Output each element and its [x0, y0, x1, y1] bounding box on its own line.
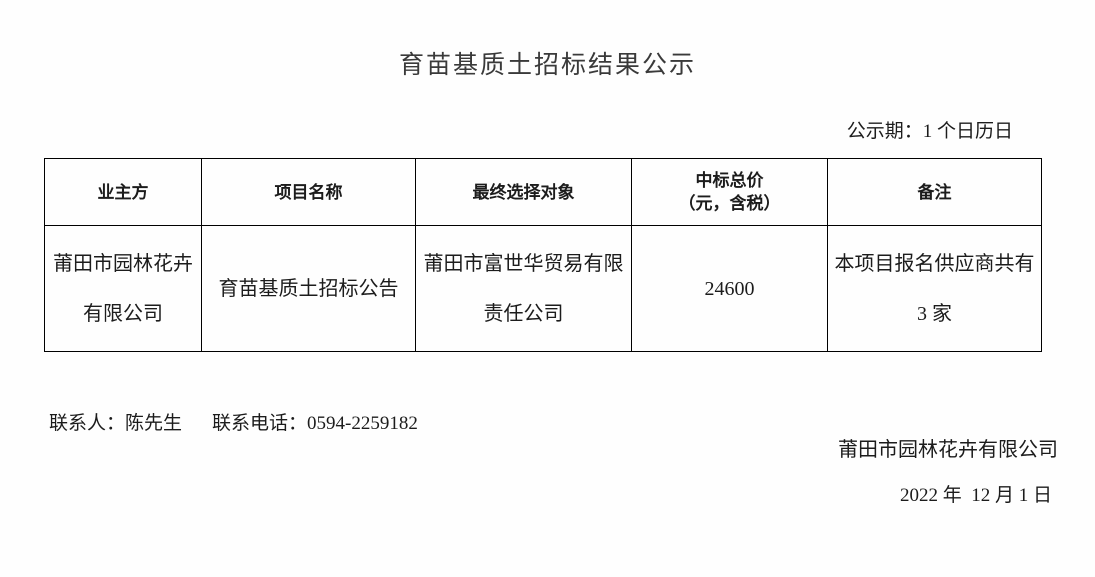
cell-owner: 莆田市园林花卉 有限公司	[44, 225, 202, 352]
table-header-row: 业主方 项目名称 最终选择对象 中标总价 （元，含税） 备注	[44, 158, 1042, 226]
header-label: 备注	[917, 182, 952, 202]
cell-winning-price: 24600	[631, 225, 828, 352]
cell-text-line2: 3 家	[917, 302, 952, 325]
contact-phone-label: 联系电话：	[212, 413, 308, 434]
publicity-period: 公示期：1 个日历日	[846, 121, 1013, 142]
page-title: 育苗基质土招标结果公示	[398, 50, 696, 79]
cell-remarks: 本项目报名供应商共有 3 家	[827, 225, 1042, 352]
signature-date: 2022 年 12 月 1 日	[899, 485, 1052, 506]
header-label-line1: 中标总价	[695, 171, 764, 190]
cell-text-line2: 责任公司	[483, 302, 564, 325]
header-cell-final-selection: 最终选择对象	[415, 158, 632, 226]
cell-text-line1: 本项目报名供应商共有	[834, 252, 1035, 275]
header-label: 项目名称	[274, 182, 343, 202]
contact-phone: 0594-2259182	[307, 413, 418, 434]
cell-text-line2: 有限公司	[83, 302, 163, 325]
cell-text: 育苗基质土招标公告	[218, 277, 399, 300]
header-cell-project-name: 项目名称	[201, 158, 416, 226]
header-cell-remarks: 备注	[827, 158, 1042, 226]
header-label: 最终选择对象	[472, 182, 575, 202]
cell-project-name: 育苗基质土招标公告	[201, 225, 416, 352]
header-cell-winning-price: 中标总价 （元，含税）	[631, 158, 828, 226]
signature-company: 莆田市园林花卉有限公司	[838, 439, 1058, 461]
cell-text: 24600	[704, 277, 755, 300]
bid-result-table: 业主方 项目名称 最终选择对象 中标总价 （元，含税） 备注	[44, 158, 1042, 352]
cell-text-line1: 莆田市富世华贸易有限	[423, 252, 624, 275]
header-cell-owner: 业主方	[44, 158, 202, 226]
cell-final-selection: 莆田市富世华贸易有限 责任公司	[415, 225, 632, 352]
contact-line: 联系人：陈先生 联系电话：0594-2259182	[30, 386, 418, 457]
contact-person: 陈先生	[125, 413, 183, 434]
table-row: 莆田市园林花卉 有限公司 育苗基质土招标公告 莆田市富世华贸易有限 责任公司 2…	[44, 225, 1042, 352]
header-label-line2: （元，含税）	[678, 194, 781, 213]
header-label: 业主方	[97, 182, 149, 202]
contact-person-label: 联系人：	[49, 413, 126, 434]
cell-text-line1: 莆田市园林花卉	[53, 252, 193, 275]
